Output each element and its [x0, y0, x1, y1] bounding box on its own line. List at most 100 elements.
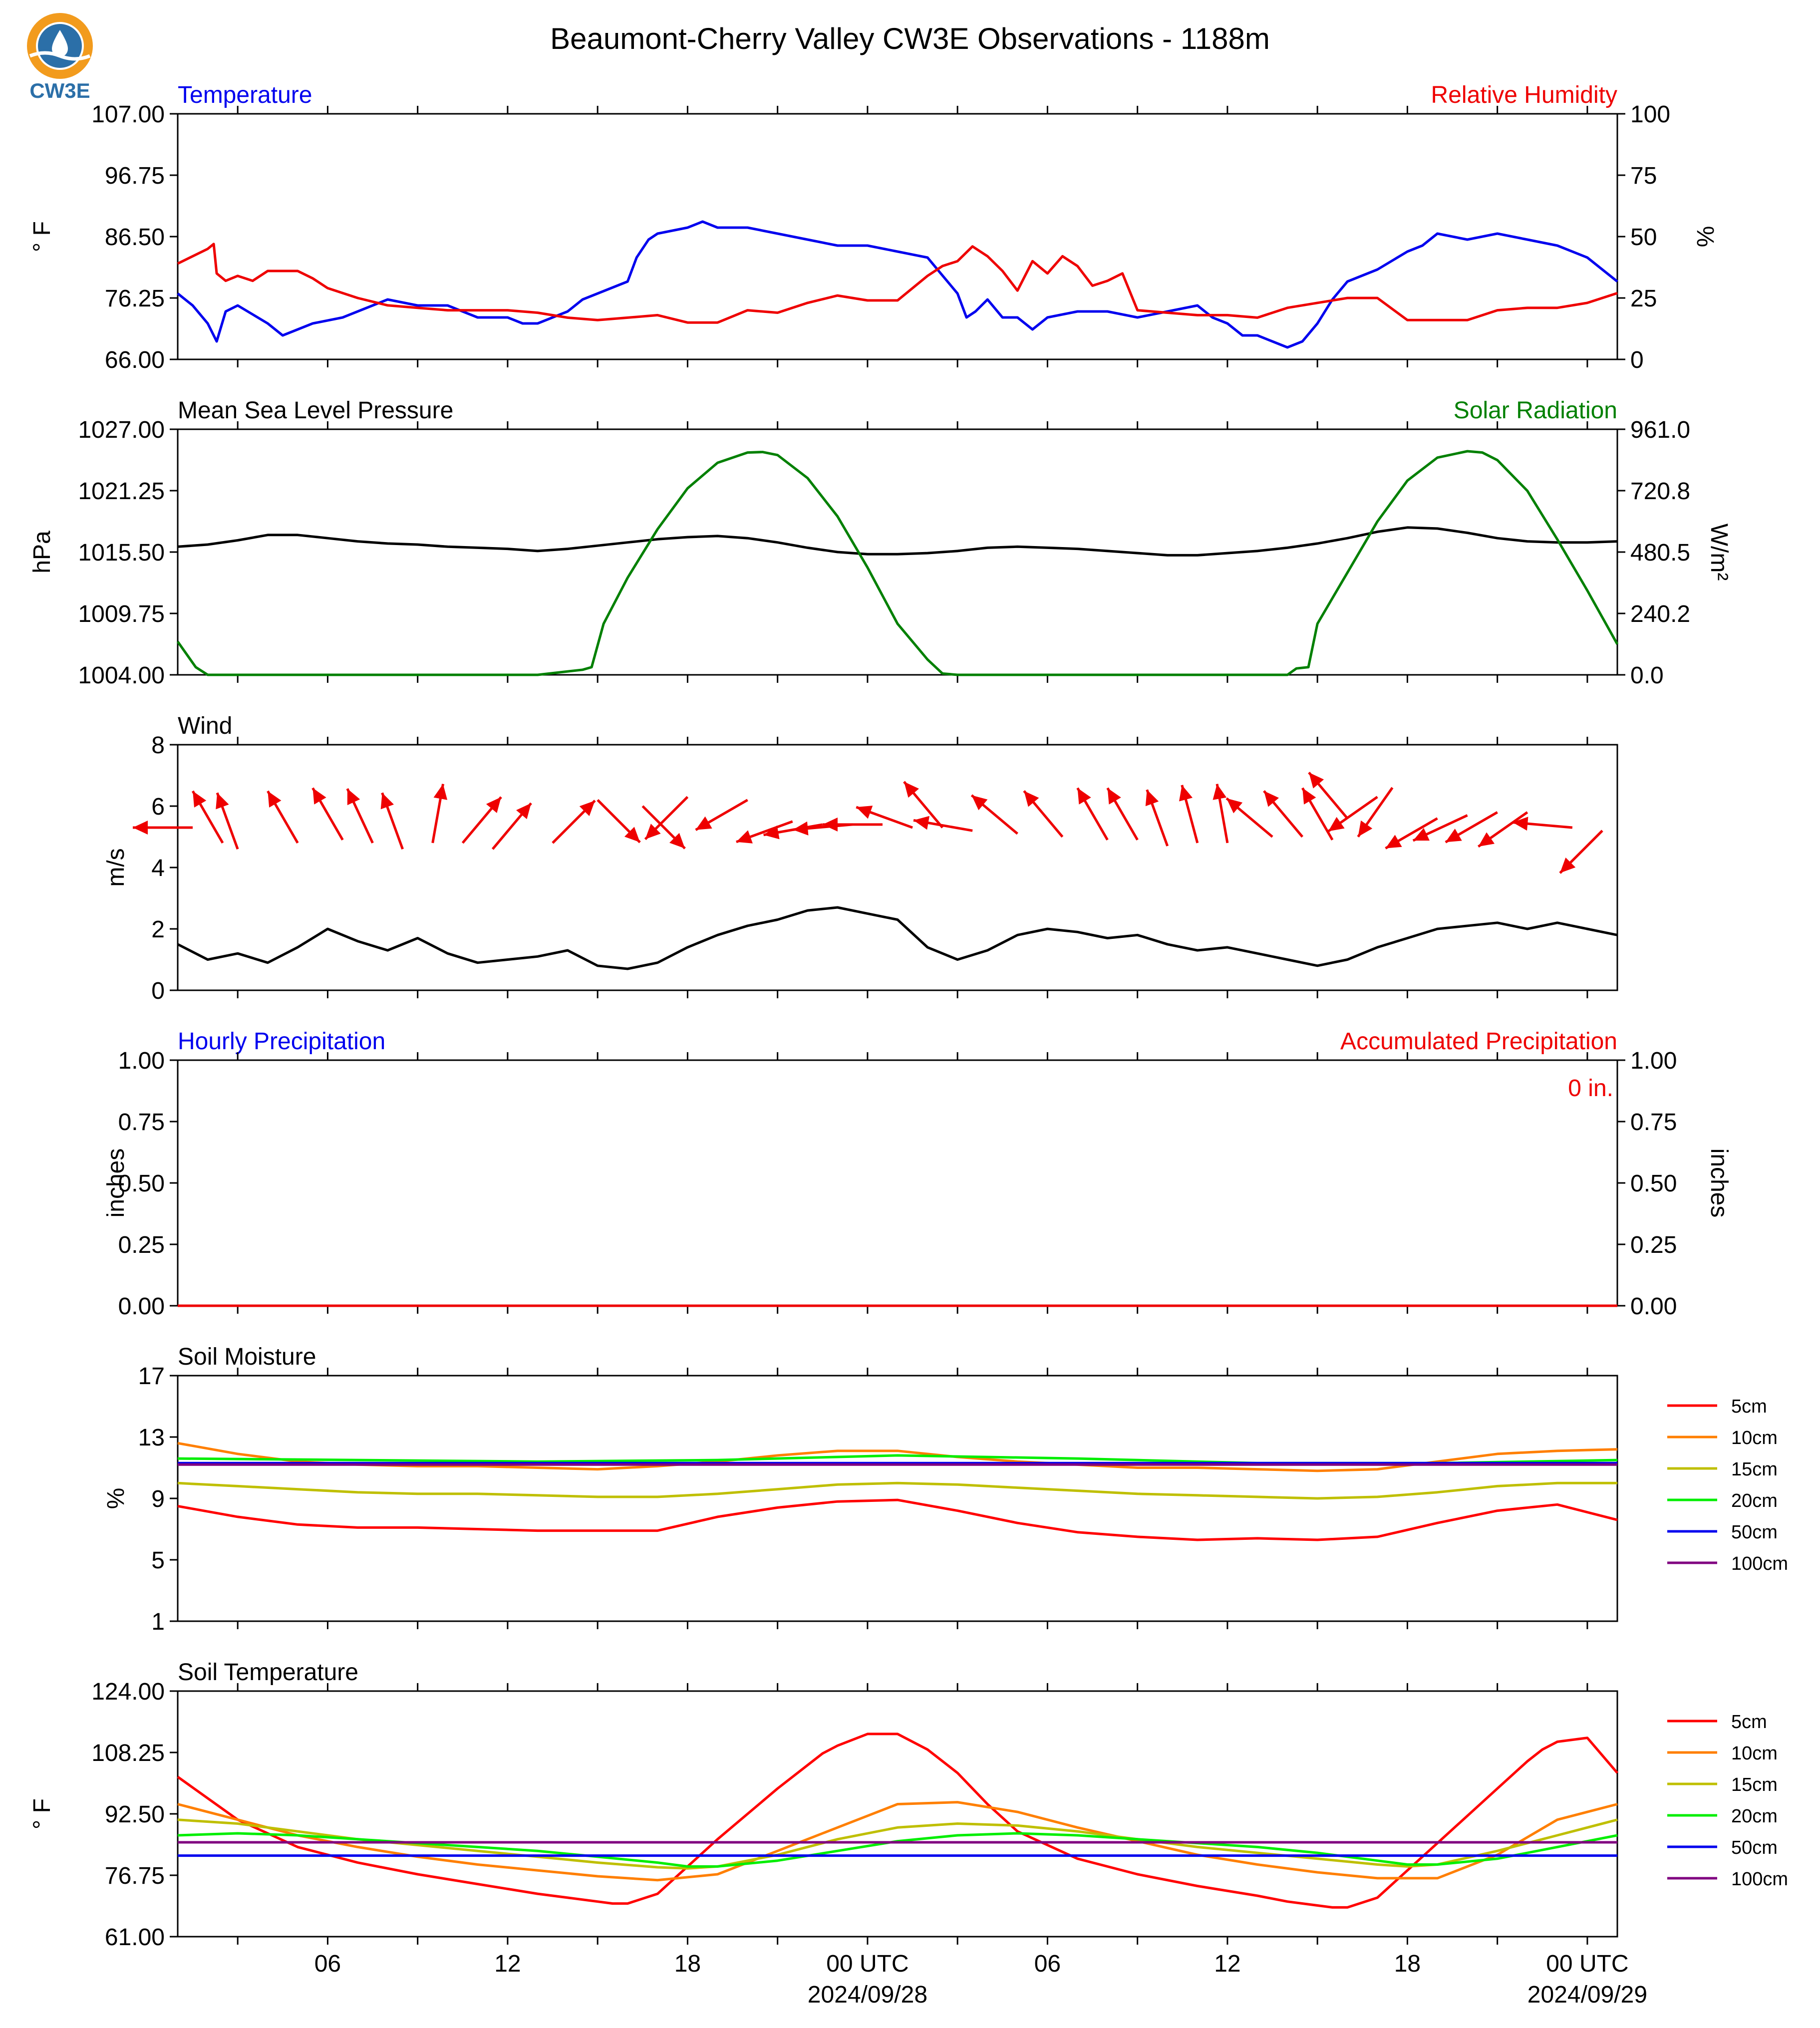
wind-arrow-head [1478, 832, 1495, 847]
temp-rh-ytick-label-right: 25 [1630, 286, 1657, 312]
temp-rh-series-temperature [177, 220, 1618, 349]
pressure-solar-ytick-label-left: 1015.50 [78, 540, 165, 566]
soil-moisture-ylabel-left: % [103, 1488, 129, 1509]
wind-ytick-label-left: 8 [151, 732, 165, 759]
wind-arrow-head [669, 833, 685, 849]
soil-temp-series-15cm [177, 1818, 1618, 1870]
soil-temp-series-5cm [177, 1733, 1618, 1909]
wind-arrow-head [133, 821, 148, 835]
wind-ytick-label-left: 4 [151, 855, 165, 881]
wind-arrow-head [312, 788, 326, 805]
wind-arrow-head [793, 821, 809, 836]
soil-moisture-legend-label: 15cm [1731, 1459, 1778, 1480]
soil-moisture-ytick-label-left: 13 [138, 1425, 165, 1451]
time-tick-label: 18 [1394, 1951, 1421, 1977]
wind-arrow-head [1179, 785, 1193, 802]
pressure-solar-ytick-label-left: 1004.00 [78, 662, 165, 689]
panel-pressure-solar: Mean Sea Level Pressure Solar Radiation 10… [29, 397, 1732, 689]
pressure-solar-ytick-label-left: 1027.00 [78, 417, 165, 443]
soil-moisture-ytick-label-left: 5 [151, 1547, 165, 1574]
pressure-solar-ytick-label-left: 1009.75 [78, 601, 165, 627]
wind-arrow-head [1302, 788, 1316, 805]
temp-rh-ytick-label-left: 96.75 [105, 163, 165, 189]
temp-rh-ytick-label-left: 86.50 [105, 224, 165, 251]
soil-moisture-legend-label: 100cm [1731, 1553, 1788, 1574]
soil-moisture-series-15cm [177, 1481, 1617, 1500]
precip-ytick-label-left: 1.00 [118, 1048, 165, 1074]
wind-arrow-head [1385, 835, 1402, 849]
temp-rh-title-right: Relative Humidity [1431, 82, 1617, 108]
precip-title-right: Accumulated Precipitation [1340, 1028, 1617, 1055]
soil-moisture-legend-label: 20cm [1731, 1490, 1778, 1511]
pressure-solar-ytick-label-right: 240.2 [1630, 601, 1690, 627]
wind-arrow-head [433, 784, 448, 800]
figure-title: Beaumont-Cherry Valley CW3E Observations… [550, 22, 1270, 55]
wind-arrow-head [904, 782, 919, 798]
wind-arrow-head [1263, 791, 1279, 807]
panel-wind: Wind 0 2 4 6 8 m/s [103, 713, 1618, 1004]
pressure-solar-title-right: Solar Radiation [1454, 397, 1617, 424]
temp-rh-ytick-label-right: 0 [1630, 347, 1644, 373]
date-label: 2024/09/29 [1527, 1982, 1647, 2008]
temp-rh-ytick-label-left: 76.25 [105, 286, 165, 312]
time-tick-label: 18 [674, 1951, 701, 1977]
panel-soil-temp: Soil Temperature 61.00 76.75 92.50 108.25 124… [29, 1659, 1788, 1951]
wind-arrow-head [624, 827, 640, 843]
logo-droplet-icon [52, 30, 68, 57]
time-tick-label: 06 [314, 1951, 341, 1977]
temp-rh-ytick-label-left: 107.00 [91, 101, 165, 128]
soil-temp-ylabel-left: ° F [29, 1798, 55, 1829]
pressure-solar-ytick-label-right: 480.5 [1630, 540, 1690, 566]
temp-rh-series-relative-humidity [177, 243, 1618, 324]
temp-rh-ytick-label-right: 100 [1630, 101, 1670, 128]
wind-arrow-head [1226, 798, 1243, 814]
wind-arrow-head [193, 791, 207, 808]
soil-moisture-title-left: Soil Moisture [178, 1344, 316, 1370]
precip-ytick-label-left: 0.75 [118, 1109, 165, 1136]
date-label: 2024/09/28 [808, 1982, 927, 2008]
time-tick-label: 12 [1214, 1951, 1240, 1977]
soil-temp-legend-label: 50cm [1731, 1837, 1778, 1858]
wind-arrow-head [1213, 784, 1227, 800]
wind-arrow-head [486, 797, 501, 813]
wind-ytick-label-left: 2 [151, 916, 165, 943]
soil-temp-legend-label: 10cm [1731, 1743, 1778, 1764]
wind-arrow-head [763, 825, 780, 840]
soil-moisture-ytick-label-left: 17 [138, 1363, 165, 1390]
wind-arrow-head [971, 795, 988, 811]
soil-moisture-legend-label: 5cm [1731, 1396, 1767, 1417]
soil-temp-ytick-label-left: 92.50 [105, 1801, 165, 1828]
cw3e-logo: CW3E [27, 13, 93, 102]
wind-arrow-head [1445, 829, 1462, 843]
panel-soil-moisture: Soil Moisture 1 5 9 13 17% 5cm 10cm 15cm 20cm 50cm… [103, 1344, 1788, 1635]
soil-moisture-series-5cm [177, 1498, 1618, 1541]
wind-arrow-head [1560, 857, 1576, 873]
soil-moisture-ytick-label-left: 1 [151, 1609, 165, 1635]
soil-temp-ytick-label-left: 108.25 [91, 1740, 165, 1766]
wind-ylabel-left: m/s [103, 848, 129, 886]
precip-ytick-label-left: 0.00 [118, 1293, 165, 1320]
soil-temp-legend-label: 15cm [1731, 1774, 1778, 1795]
pressure-solar-series-solar-radiation [176, 450, 1619, 676]
wind-arrow-head [1358, 820, 1373, 837]
temp-rh-ylabel-left: ° F [29, 221, 55, 252]
soil-temp-ytick-label-left: 124.00 [91, 1679, 165, 1705]
precip-ylabel-right: inches [1706, 1149, 1732, 1218]
soil-moisture-series-10cm [177, 1442, 1618, 1472]
temp-rh-ylabel-right: % [1692, 226, 1718, 248]
pressure-solar-ylabel-right: W/m² [1706, 524, 1732, 581]
panel-temp-rh: Temperature Relative Humidity 66.00 76.25 86… [29, 82, 1718, 373]
chart-panels: Temperature Relative Humidity66.0076.2586… [29, 82, 1788, 2008]
temp-rh-ytick-label-right: 75 [1630, 163, 1657, 189]
wind-arrow-head [216, 793, 229, 810]
precip-ytick-label-left: 0.25 [118, 1232, 165, 1258]
precip-ytick-label-right: 0.50 [1630, 1170, 1677, 1197]
precip-ytick-label-right: 1.00 [1630, 1048, 1677, 1074]
precip-ytick-label-right: 0.00 [1630, 1293, 1677, 1320]
pressure-solar-title-left: Mean Sea Level Pressure [178, 397, 453, 424]
soil-temp-ytick-label-left: 61.00 [105, 1924, 165, 1951]
pressure-solar-series-mean-sea-level-pressure [177, 526, 1618, 557]
wind-arrow-head [1107, 788, 1121, 805]
